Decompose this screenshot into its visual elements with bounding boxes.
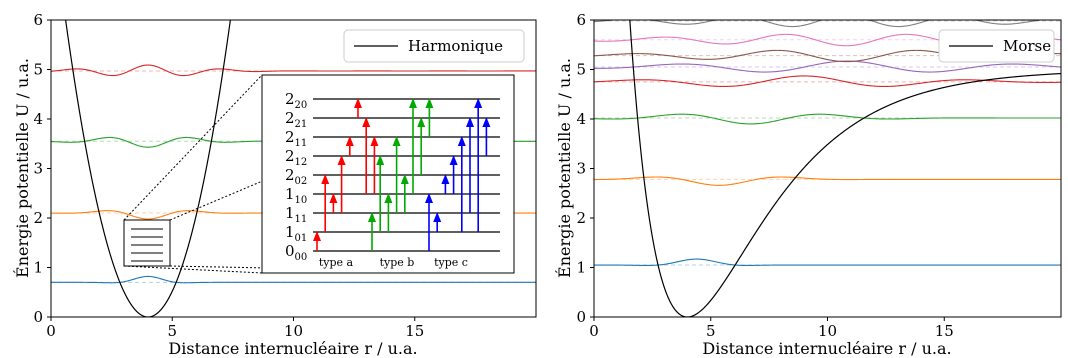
transition-arrowhead bbox=[409, 98, 417, 108]
transition-arrowhead bbox=[313, 231, 321, 241]
transition-arrowhead bbox=[441, 174, 450, 184]
transition-arrowhead bbox=[376, 155, 385, 165]
harmonic-chart: 0 5 10 15 0 1 2 3 4 5 6 Distance internucléaire r… bbox=[12, 11, 537, 358]
transition-arrowhead bbox=[362, 117, 371, 127]
transition-arrowhead bbox=[449, 155, 458, 165]
level-wavefunction bbox=[594, 176, 1061, 186]
x-tick-label: 15 bbox=[935, 322, 954, 340]
transition-arrowhead bbox=[433, 212, 442, 222]
inset-column-label: type c bbox=[434, 256, 468, 269]
y-tick-label: 6 bbox=[33, 11, 43, 29]
transition-arrowhead bbox=[474, 98, 483, 108]
inset-column-label: type a bbox=[319, 256, 354, 269]
legend: Morse bbox=[938, 29, 1055, 63]
legend-label: Morse bbox=[1003, 37, 1051, 55]
morse-energy-levels bbox=[594, 20, 1061, 267]
transition-arrowhead bbox=[345, 136, 354, 146]
transition-arrowhead bbox=[425, 98, 434, 108]
transition-arrowhead bbox=[425, 193, 433, 203]
transition-arrowhead bbox=[400, 174, 409, 184]
x-axis-label: Distance internucléaire r / u.a. bbox=[168, 339, 417, 358]
x-tick-label: 0 bbox=[46, 322, 56, 340]
y-axis-label: Énergie potentielle U / u.a. bbox=[12, 58, 32, 278]
y-tick-label: 4 bbox=[576, 110, 586, 128]
level-wavefunction bbox=[51, 64, 536, 77]
morse-potential-curve bbox=[629, 20, 1061, 317]
zoom-line bbox=[123, 74, 263, 221]
harmonic-potential-curve bbox=[65, 20, 231, 317]
y-tick-label: 0 bbox=[576, 308, 586, 326]
y-tick-label: 6 bbox=[576, 11, 586, 29]
y-tick-label: 0 bbox=[33, 308, 43, 326]
y-axis-ticks: 0 1 2 3 4 5 6 bbox=[33, 11, 51, 326]
y-tick-label: 5 bbox=[576, 61, 586, 79]
level-wavefunction bbox=[594, 258, 1061, 267]
x-tick-label: 15 bbox=[405, 322, 424, 340]
zoom-line bbox=[123, 265, 263, 274]
y-tick-label: 4 bbox=[33, 110, 43, 128]
transition-arrowhead bbox=[329, 193, 338, 203]
level-wavefunction bbox=[51, 275, 536, 284]
x-tick-label: 10 bbox=[284, 322, 303, 340]
transition-arrowhead bbox=[370, 136, 379, 146]
transition-arrowhead bbox=[354, 98, 362, 108]
transition-arrowhead bbox=[482, 117, 491, 127]
transition-arrowhead bbox=[466, 117, 474, 127]
x-tick-label: 0 bbox=[589, 322, 599, 340]
x-axis-ticks: 0 5 10 15 bbox=[589, 317, 954, 340]
transition-arrowhead bbox=[457, 136, 466, 146]
y-tick-label: 1 bbox=[576, 259, 586, 277]
x-tick-label: 10 bbox=[818, 322, 837, 340]
morse-chart: 0 5 10 15 0 1 2 3 4 5 6 Distance internucléaire r… bbox=[554, 11, 1062, 358]
level-wavefunction bbox=[594, 20, 1047, 28]
transition-arrowhead bbox=[368, 212, 376, 222]
y-axis-ticks: 0 1 2 3 4 5 6 bbox=[576, 11, 594, 326]
transition-arrowhead bbox=[384, 193, 393, 203]
level-wavefunction bbox=[594, 75, 1061, 87]
transition-arrowhead bbox=[417, 117, 426, 127]
y-tick-label: 1 bbox=[33, 259, 43, 277]
x-axis-ticks: 0 5 10 15 bbox=[46, 317, 424, 340]
y-tick-label: 3 bbox=[576, 160, 586, 178]
level-wavefunction bbox=[594, 113, 1061, 125]
inset-column-label: type b bbox=[380, 256, 415, 269]
level-wavefunction bbox=[594, 60, 1061, 73]
x-axis-label: Distance internucléaire r / u.a. bbox=[702, 339, 951, 358]
y-axis-label: Énergie potentielle U / u.a. bbox=[554, 58, 574, 278]
y-tick-label: 3 bbox=[33, 160, 43, 178]
transition-arrowhead bbox=[392, 136, 401, 146]
x-tick-label: 5 bbox=[167, 322, 177, 340]
y-tick-label: 5 bbox=[33, 61, 43, 79]
x-tick-label: 5 bbox=[706, 322, 716, 340]
transition-arrowhead bbox=[337, 155, 346, 165]
y-tick-label: 2 bbox=[576, 209, 586, 227]
inset-marker bbox=[123, 74, 515, 274]
transition-arrowhead bbox=[321, 174, 330, 184]
legend-label: Harmonique bbox=[408, 37, 503, 55]
legend: Harmonique bbox=[343, 29, 525, 63]
y-tick-label: 2 bbox=[33, 209, 43, 227]
